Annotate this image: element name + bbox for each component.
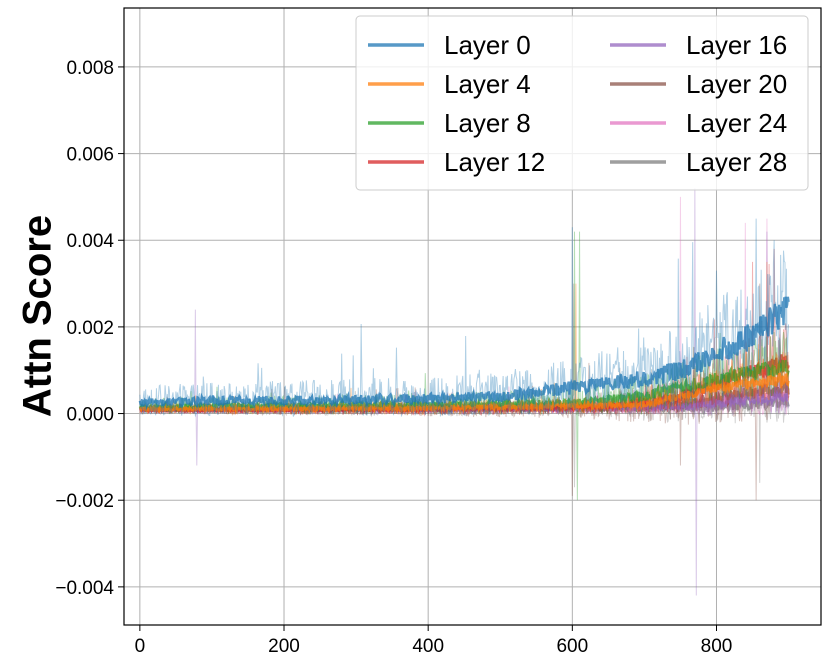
legend-label-layer-20: Layer 20 — [686, 69, 787, 99]
plot-frame — [123, 7, 822, 626]
legend-label-layer-12: Layer 12 — [444, 147, 545, 177]
x-tick-label: 0 — [135, 636, 146, 657]
legend-label-layer-8: Layer 8 — [444, 108, 531, 138]
y-tick-label: −0.004 — [55, 578, 114, 599]
y-tick-label: 0.002 — [66, 318, 114, 339]
legend-label-layer-0: Layer 0 — [444, 30, 531, 60]
y-tick-label: 0.000 — [66, 405, 114, 426]
legend-frame — [355, 15, 809, 191]
x-tick-label: 600 — [556, 636, 588, 657]
x-axis-ticks: 0 200 400 600 800 — [135, 625, 733, 657]
x-tick-label: 800 — [701, 636, 733, 657]
series-layer — [138, 188, 790, 596]
legend-label-layer-24: Layer 24 — [686, 108, 787, 138]
series-layer-0 — [138, 218, 790, 418]
legend: Layer 0 Layer 4 Layer 8 Layer 12 Layer 16 Lay… — [355, 15, 809, 191]
legend-label-layer-28: Layer 28 — [686, 147, 787, 177]
series-line-smooth-layer-4 — [139, 372, 790, 415]
y-tick-label: −0.002 — [55, 491, 114, 512]
y-tick-label: 0.008 — [66, 58, 114, 79]
legend-label-layer-16: Layer 16 — [686, 30, 787, 60]
x-tick-label: 400 — [412, 636, 444, 657]
legend-label-layer-4: Layer 4 — [444, 69, 531, 99]
series-layer-4 — [139, 261, 790, 416]
y-axis-label: Attn Score — [16, 215, 60, 417]
y-axis-ticks: −0.004 −0.002 0.000 0.002 0.004 0.006 0.008 — [55, 58, 124, 599]
y-tick-label: 0.006 — [66, 145, 114, 166]
y-tick-label: 0.004 — [66, 231, 114, 252]
series-line-smooth-layer-0 — [138, 296, 790, 410]
x-tick-label: 200 — [268, 636, 300, 657]
